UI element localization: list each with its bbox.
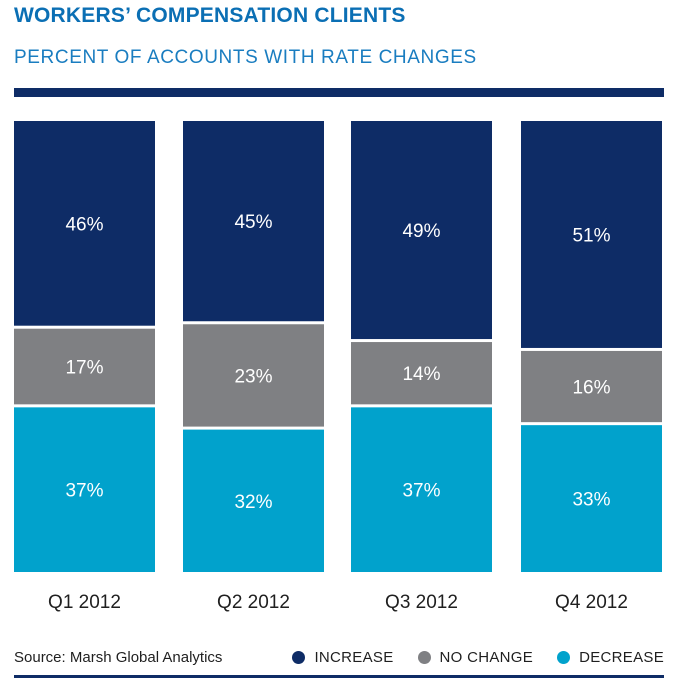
legend-dot-increase <box>292 651 306 664</box>
data-label-increase-3: 49% <box>402 221 440 242</box>
bar-segment-no-change-4 <box>521 350 662 423</box>
bar-segment-decrease-2 <box>183 429 324 572</box>
stacked-bar-chart: 46% 17% 37% Q1 2012 45% 23% 32% Q2 2012 49% 14% 37… <box>14 121 662 613</box>
bottom-rule <box>14 675 664 678</box>
chart-footer: Source: Marsh Global Analytics INCREASE … <box>14 647 664 669</box>
bar-segment-increase-2 <box>183 121 324 322</box>
bar-segment-decrease-4 <box>521 425 662 572</box>
category-label-4: Q4 2012 <box>555 592 628 613</box>
legend-item-decrease: DECREASE <box>557 649 664 666</box>
data-label-decrease-4: 33% <box>572 490 610 511</box>
data-label-decrease-2: 32% <box>234 492 272 513</box>
legend-label-decrease: DECREASE <box>579 649 664 666</box>
data-label-increase-4: 51% <box>572 225 610 246</box>
legend-label-no-change: NO CHANGE <box>439 649 534 666</box>
data-label-no-change-3: 14% <box>402 364 440 385</box>
bar-segment-decrease-1 <box>14 407 155 572</box>
legend-item-increase: INCREASE <box>292 649 393 666</box>
data-label-increase-1: 46% <box>65 214 103 235</box>
data-label-no-change-4: 16% <box>572 378 610 399</box>
bar-segment-no-change-3 <box>351 342 492 405</box>
legend-label-increase: INCREASE <box>314 649 394 666</box>
legend-dot-no-change <box>417 651 431 664</box>
bar-segment-increase-4 <box>521 121 662 348</box>
data-label-no-change-1: 17% <box>65 358 103 379</box>
chart-subtitle: PERCENT OF ACCOUNTS WITH RATE CHANGES <box>14 47 477 68</box>
chart-title: WORKERS’ COMPENSATION CLIENTS <box>14 4 406 27</box>
category-label-2: Q2 2012 <box>217 592 290 613</box>
category-label-3: Q3 2012 <box>385 592 458 613</box>
top-rule <box>14 88 664 97</box>
category-label-1: Q1 2012 <box>48 592 121 613</box>
legend-dot-decrease <box>557 651 571 664</box>
legend-item-no-change: NO CHANGE <box>417 649 534 666</box>
data-label-no-change-2: 23% <box>234 366 272 387</box>
bar-segment-no-change-2 <box>183 324 324 427</box>
data-label-decrease-1: 37% <box>65 481 103 502</box>
data-label-increase-2: 45% <box>234 212 272 233</box>
legend: INCREASE NO CHANGE DECREASE <box>268 649 664 666</box>
bar-segment-decrease-3 <box>351 407 492 572</box>
bar-segment-no-change-1 <box>14 328 155 405</box>
bar-segment-increase-3 <box>351 121 492 340</box>
data-label-decrease-3: 37% <box>402 481 440 502</box>
bar-segment-increase-1 <box>14 121 155 326</box>
source-note: Source: Marsh Global Analytics <box>14 649 223 666</box>
